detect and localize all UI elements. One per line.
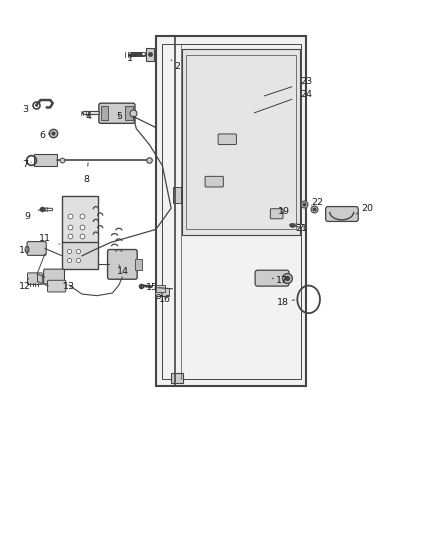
- FancyBboxPatch shape: [218, 134, 237, 144]
- Text: 9: 9: [25, 209, 41, 221]
- Bar: [62, 241, 98, 269]
- Text: 14: 14: [117, 265, 129, 276]
- FancyBboxPatch shape: [205, 176, 223, 187]
- Text: 21: 21: [295, 224, 307, 233]
- Polygon shape: [156, 36, 306, 386]
- Text: 20: 20: [356, 204, 373, 214]
- FancyBboxPatch shape: [99, 103, 135, 123]
- Text: 24: 24: [254, 90, 312, 113]
- Bar: [62, 196, 98, 243]
- Text: 12: 12: [19, 279, 32, 291]
- Text: 23: 23: [264, 77, 312, 96]
- Bar: [171, 373, 184, 383]
- Bar: [155, 288, 169, 296]
- Text: 10: 10: [19, 246, 32, 255]
- Bar: [173, 187, 181, 203]
- Text: 4: 4: [85, 112, 92, 122]
- Text: 6: 6: [40, 131, 50, 140]
- FancyBboxPatch shape: [47, 280, 66, 292]
- Text: 19: 19: [278, 207, 290, 216]
- FancyBboxPatch shape: [325, 207, 358, 221]
- Text: 1: 1: [127, 54, 136, 63]
- Text: 7: 7: [22, 160, 32, 168]
- FancyBboxPatch shape: [27, 241, 46, 255]
- Bar: [34, 154, 57, 166]
- FancyBboxPatch shape: [28, 273, 42, 285]
- Polygon shape: [182, 49, 300, 235]
- FancyBboxPatch shape: [44, 269, 64, 284]
- Text: 22: 22: [311, 198, 323, 207]
- Text: 5: 5: [117, 112, 123, 122]
- Text: 18: 18: [277, 297, 295, 306]
- Bar: [146, 48, 154, 61]
- Text: 3: 3: [22, 104, 38, 114]
- Bar: [135, 259, 142, 270]
- Bar: [125, 107, 133, 120]
- FancyBboxPatch shape: [270, 209, 283, 219]
- Bar: [156, 285, 166, 292]
- Bar: [101, 107, 109, 120]
- FancyBboxPatch shape: [255, 270, 289, 286]
- Text: 2: 2: [171, 60, 180, 70]
- Text: 11: 11: [39, 235, 60, 244]
- Text: 15: 15: [145, 283, 158, 292]
- Text: 16: 16: [159, 293, 170, 304]
- Text: 17: 17: [272, 276, 288, 285]
- Text: 8: 8: [83, 163, 89, 183]
- FancyBboxPatch shape: [108, 249, 137, 279]
- Text: 13: 13: [63, 282, 75, 291]
